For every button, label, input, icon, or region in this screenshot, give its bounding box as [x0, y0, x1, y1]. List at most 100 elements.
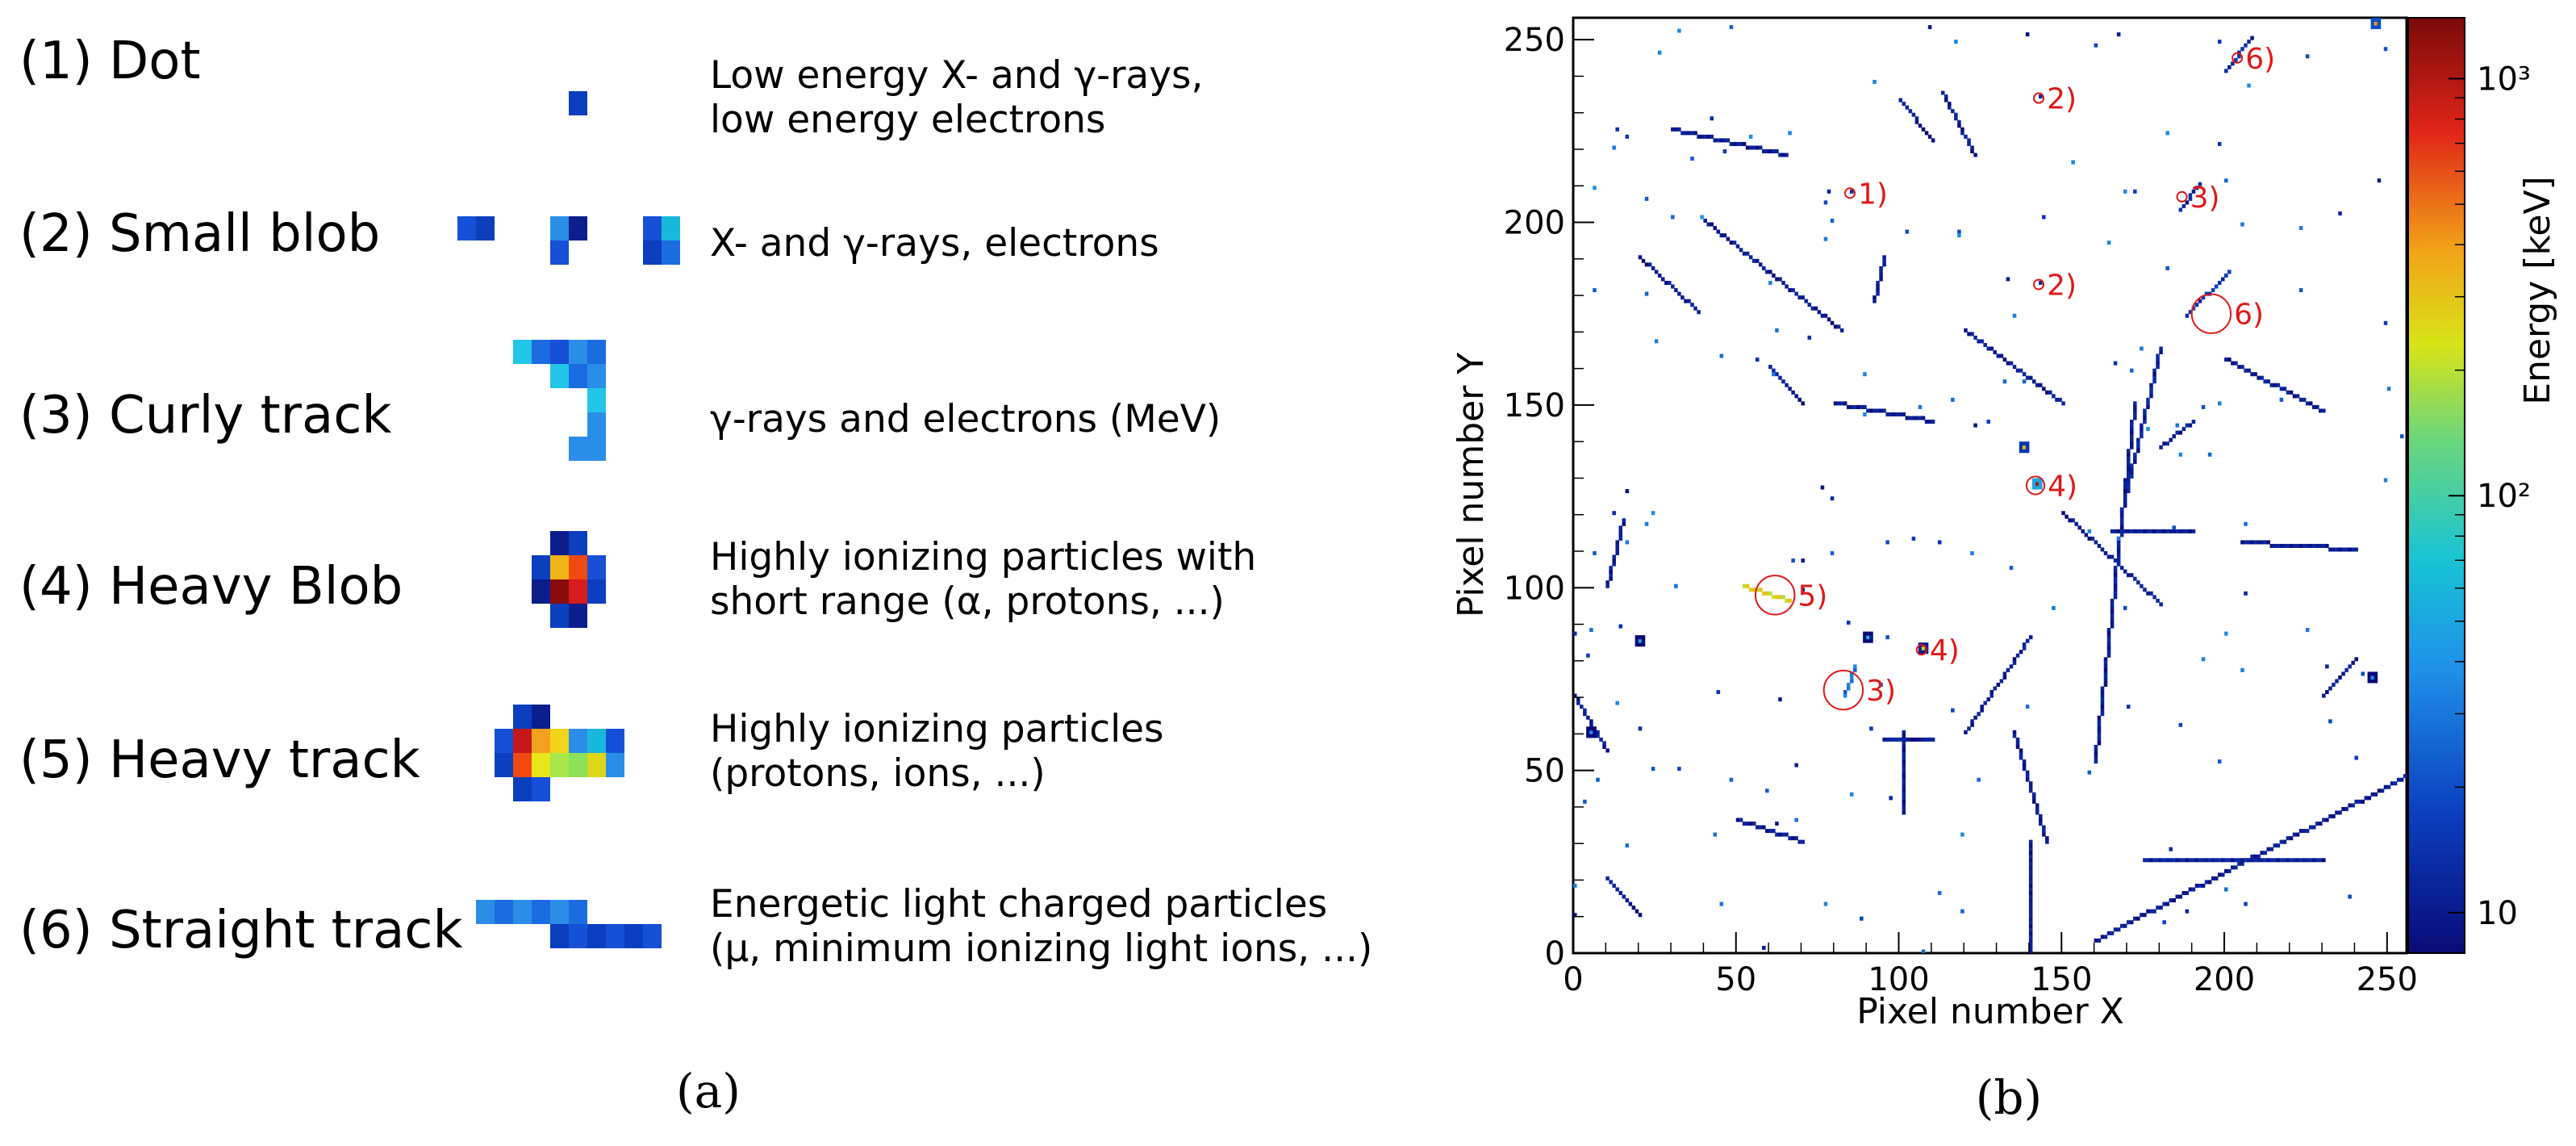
row-label-heavy-blob: (4) Heavy Blob — [19, 557, 403, 617]
hotspot-pixel — [1921, 650, 1926, 655]
track-pixel — [1801, 401, 1805, 406]
track-pixel — [2035, 383, 2040, 387]
track-pixel — [1765, 829, 1769, 834]
track-pixel — [2100, 686, 2105, 691]
track-pixel — [2332, 547, 2336, 552]
track-pixel — [2156, 906, 2160, 910]
hit-pixel — [2042, 215, 2046, 220]
track-pixel — [2002, 358, 2007, 362]
hotspot-pixel — [2025, 445, 2030, 450]
track-pixel — [2237, 858, 2241, 863]
track-pixel — [1615, 547, 1619, 552]
track-pixel — [2143, 416, 2147, 420]
track-pixel — [1671, 284, 1675, 289]
track-pixel — [2156, 353, 2160, 358]
track-pixel — [2319, 543, 2323, 548]
hit-pixel — [1768, 280, 1772, 285]
hit-pixel — [1654, 339, 1659, 344]
track-pixel — [2191, 858, 2196, 863]
track-pixel — [2377, 788, 2382, 793]
track-pixel — [2081, 529, 2085, 533]
track-pixel — [1615, 550, 1619, 556]
track-pixel — [1609, 576, 1613, 581]
track-pixel — [2341, 547, 2345, 552]
track-pixel — [2159, 346, 2163, 351]
track-pixel — [1651, 266, 1655, 270]
track-pixel — [2126, 449, 2131, 454]
hotspot-pixel — [1589, 734, 1593, 738]
track-pixel — [1970, 722, 1974, 727]
track-pixel — [1583, 712, 1587, 717]
track-pixel — [2257, 375, 2261, 380]
hotspot-pixel — [1869, 638, 1873, 643]
track-pixel — [2298, 858, 2303, 863]
annotation-circle — [1822, 669, 1864, 711]
track-pixel — [2335, 679, 2339, 684]
hit-pixel — [1719, 353, 1724, 358]
track-pixel — [2240, 47, 2244, 52]
track-pixel — [2019, 755, 2023, 760]
track-pixel — [2028, 635, 2033, 640]
track-pixel — [1745, 822, 1750, 826]
track-pixel — [2042, 387, 2046, 391]
track-pixel — [2165, 858, 2169, 863]
hit-pixel — [2383, 320, 2388, 325]
hit-pixel — [1729, 777, 1734, 782]
annotation-circle — [2190, 293, 2232, 334]
track-pixel — [2025, 774, 2030, 779]
track-pixel — [2185, 423, 2190, 428]
track-pixel — [2305, 401, 2310, 406]
hotspot-pixel — [2374, 679, 2378, 684]
track-pixel — [1993, 349, 1998, 355]
track-pixel — [1739, 818, 1743, 822]
track-pixel — [2386, 784, 2391, 789]
track-pixel — [2113, 927, 2118, 932]
track-pixel — [2204, 858, 2209, 863]
track-pixel — [1742, 583, 1747, 588]
track-pixel — [2087, 536, 2092, 541]
track-pixel — [1853, 664, 1857, 669]
track-pixel — [2263, 379, 2267, 384]
hit-pixel — [2240, 222, 2244, 227]
track-pixel — [2039, 818, 2043, 822]
track-pixel — [2240, 861, 2244, 866]
track-pixel — [1898, 737, 1903, 742]
track-pixel — [1785, 383, 1789, 387]
track-pixel — [1876, 408, 1880, 413]
hotspot-pixel — [2019, 445, 2023, 450]
track-pixel — [2028, 916, 2033, 921]
track-pixel — [2244, 540, 2248, 545]
track-pixel — [2136, 449, 2140, 454]
hit-pixel — [2224, 887, 2228, 892]
track-pixel — [2188, 858, 2193, 863]
track-pixel — [2172, 529, 2177, 533]
x-axis-label: Pixel number X — [1856, 991, 2124, 1032]
track-pixel — [2276, 543, 2281, 548]
track-pixel — [2136, 580, 2140, 585]
track-pixel — [1902, 799, 1906, 804]
track-pixel — [2244, 43, 2248, 48]
track-pixel — [2247, 40, 2251, 44]
track-pixel — [1605, 580, 1609, 585]
track-pixel — [2028, 784, 2033, 789]
track-pixel — [2140, 423, 2144, 428]
track-pixel — [2113, 573, 2118, 578]
track-pixel — [2116, 547, 2121, 552]
hotspot-pixel — [1638, 638, 1643, 643]
track-pixel — [2028, 851, 2033, 855]
track-pixel — [1748, 822, 1753, 826]
track-pixel — [2140, 430, 2144, 435]
track-pixel — [1989, 690, 1994, 695]
hit-pixel — [2217, 141, 2222, 146]
hotspot-pixel — [2031, 481, 2036, 486]
track-pixel — [2028, 942, 2033, 947]
track-pixel — [1647, 262, 1652, 267]
track-pixel — [1755, 825, 1760, 830]
track-pixel — [2289, 543, 2294, 548]
track-pixel — [2194, 303, 2199, 307]
hotspot-pixel — [2019, 441, 2023, 446]
track-pixel — [1973, 153, 1977, 157]
track-pixel — [1674, 127, 1678, 132]
track-pixel — [2257, 540, 2261, 545]
track-pixel — [2025, 777, 2030, 782]
